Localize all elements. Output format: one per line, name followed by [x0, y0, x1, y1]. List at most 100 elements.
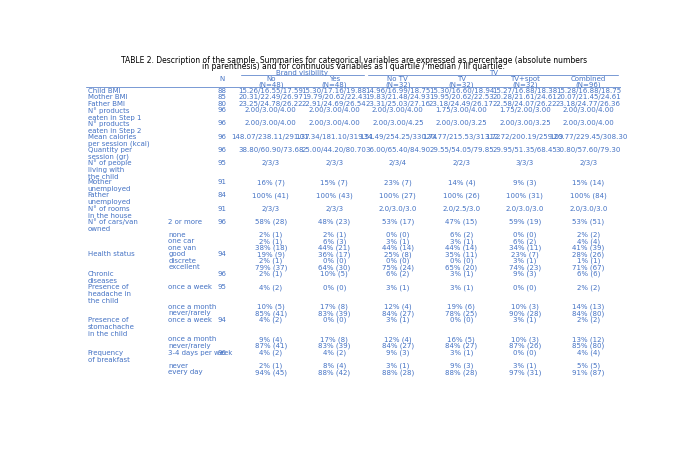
Text: 120.77/229.45/308.30: 120.77/229.45/308.30: [549, 133, 628, 139]
Text: 14% (13): 14% (13): [572, 304, 604, 310]
Text: N° of people
living with
the child: N° of people living with the child: [88, 160, 131, 181]
Text: 84% (80): 84% (80): [572, 310, 604, 317]
Text: Father
unemployed: Father unemployed: [88, 192, 131, 205]
Text: 2.00/3.00/3.25: 2.00/3.00/3.25: [435, 120, 487, 126]
Text: 79% (37): 79% (37): [255, 264, 287, 271]
Text: 2.0/2.5/3.0: 2.0/2.5/3.0: [442, 205, 480, 212]
Text: 29.55/54.05/79.85: 29.55/54.05/79.85: [429, 146, 493, 153]
Text: 1.75/3.00/4.00: 1.75/3.00/4.00: [435, 107, 487, 113]
Text: Chronic
diseases: Chronic diseases: [88, 271, 118, 284]
Text: 91: 91: [217, 179, 226, 185]
Text: 96: 96: [217, 146, 226, 153]
Text: 2/3/3: 2/3/3: [262, 160, 279, 166]
Text: one car: one car: [168, 238, 195, 244]
Text: 53% (51): 53% (51): [573, 219, 604, 225]
Text: never/rarely: never/rarely: [168, 343, 211, 349]
Text: 9% (3): 9% (3): [513, 271, 537, 278]
Text: excellent: excellent: [168, 264, 200, 271]
Text: 112.72/200.19/259.09: 112.72/200.19/259.09: [486, 133, 564, 139]
Text: 3% (1): 3% (1): [513, 258, 537, 264]
Text: Child BMI: Child BMI: [88, 88, 121, 94]
Text: 2/3/4: 2/3/4: [388, 160, 407, 166]
Text: 96: 96: [217, 107, 226, 113]
Text: 3% (1): 3% (1): [386, 238, 409, 245]
Text: 3-4 days per week: 3-4 days per week: [168, 350, 233, 356]
Text: N° of cars/van
owned: N° of cars/van owned: [88, 219, 138, 232]
Text: one van: one van: [168, 245, 197, 251]
Text: 64% (30): 64% (30): [318, 264, 351, 271]
Text: 97% (31): 97% (31): [509, 369, 541, 376]
Text: 3% (1): 3% (1): [513, 363, 537, 369]
Text: 38% (18): 38% (18): [255, 245, 287, 251]
Text: 3% (1): 3% (1): [386, 284, 409, 291]
Text: 100% (43): 100% (43): [316, 192, 353, 199]
Text: N° of rooms
in the house: N° of rooms in the house: [88, 205, 131, 219]
Text: Health status: Health status: [88, 251, 135, 257]
Text: (N=32): (N=32): [385, 81, 411, 88]
Text: Father BMI: Father BMI: [88, 101, 125, 107]
Text: 2.00/3.00/4.25: 2.00/3.00/4.25: [372, 120, 424, 126]
Text: 0% (0): 0% (0): [450, 258, 473, 264]
Text: 2% (2): 2% (2): [577, 232, 600, 238]
Text: 85% (80): 85% (80): [572, 343, 604, 350]
Text: 2/3/3: 2/3/3: [325, 160, 344, 166]
Text: 19.83/21.48/24.93: 19.83/21.48/24.93: [365, 94, 431, 100]
Text: Combined: Combined: [571, 76, 606, 82]
Text: 83% (39): 83% (39): [318, 343, 351, 350]
Text: 23.31/25.03/27.16: 23.31/25.03/27.16: [365, 101, 431, 107]
Text: 17% (8): 17% (8): [320, 304, 348, 310]
Text: 3% (1): 3% (1): [386, 317, 409, 323]
Text: 3% (1): 3% (1): [386, 363, 409, 369]
Text: 2% (2): 2% (2): [577, 284, 600, 291]
Text: 148.07/238.11/291.37: 148.07/238.11/291.37: [231, 133, 310, 139]
Text: 2/3/3: 2/3/3: [262, 205, 279, 212]
Text: 4% (2): 4% (2): [259, 284, 282, 291]
Text: in parenthesis) and for continuous variables as I quartile / median / III quarti: in parenthesis) and for continuous varia…: [202, 62, 505, 71]
Text: 74% (23): 74% (23): [509, 264, 541, 271]
Text: 9% (3): 9% (3): [450, 363, 473, 369]
Text: 12% (4): 12% (4): [384, 304, 412, 310]
Text: N° products
eaten in Step 1: N° products eaten in Step 1: [88, 107, 141, 121]
Text: 2.00/3.00/3.25: 2.00/3.00/3.25: [499, 120, 551, 126]
Text: 22.91/24.69/26.54: 22.91/24.69/26.54: [302, 101, 366, 107]
Text: 15.30/17.16/19.88: 15.30/17.16/19.88: [302, 88, 367, 94]
Text: 75% (24): 75% (24): [382, 264, 414, 271]
Text: 9% (4): 9% (4): [259, 336, 282, 343]
Text: 88% (28): 88% (28): [382, 369, 414, 376]
Text: 100% (27): 100% (27): [380, 192, 416, 199]
Text: 59% (19): 59% (19): [509, 219, 541, 225]
Text: Yes: Yes: [328, 76, 340, 82]
Text: 19.79/20.62/22.43: 19.79/20.62/22.43: [302, 94, 366, 100]
Text: 4% (4): 4% (4): [577, 238, 600, 245]
Text: 10% (5): 10% (5): [257, 304, 284, 310]
Text: 15.30/16.60/18.94: 15.30/16.60/18.94: [428, 88, 494, 94]
Text: 84% (27): 84% (27): [445, 343, 477, 350]
Text: 15% (14): 15% (14): [573, 179, 604, 186]
Text: 36.00/65.40/84.90: 36.00/65.40/84.90: [365, 146, 431, 153]
Text: 0% (0): 0% (0): [386, 232, 409, 238]
Text: 6% (6): 6% (6): [577, 271, 600, 278]
Text: 20.28/21.61/24.61: 20.28/21.61/24.61: [493, 94, 558, 100]
Text: 23.18/24.77/26.36: 23.18/24.77/26.36: [556, 101, 621, 107]
Text: Presence of
stomachache
in the child: Presence of stomachache in the child: [88, 317, 135, 337]
Text: 2% (1): 2% (1): [259, 271, 282, 278]
Text: 87% (26): 87% (26): [509, 343, 541, 350]
Text: 85: 85: [217, 94, 226, 100]
Text: 83% (39): 83% (39): [318, 310, 351, 317]
Text: 14% (4): 14% (4): [448, 179, 475, 186]
Text: Presence of
headache in
the child: Presence of headache in the child: [88, 284, 131, 304]
Text: once a week: once a week: [168, 317, 213, 323]
Text: No: No: [266, 76, 275, 82]
Text: 84% (27): 84% (27): [382, 343, 414, 350]
Text: good: good: [168, 251, 186, 257]
Text: 2.00/3.00/4.00: 2.00/3.00/4.00: [372, 107, 424, 113]
Text: 2% (1): 2% (1): [259, 232, 282, 238]
Text: 6% (2): 6% (2): [450, 232, 473, 238]
Text: 15.27/16.88/18.38: 15.27/16.88/18.38: [492, 88, 558, 94]
Text: 2% (2): 2% (2): [577, 317, 600, 323]
Text: 44% (14): 44% (14): [445, 245, 477, 251]
Text: 16% (7): 16% (7): [257, 179, 285, 186]
Text: 2/3/3: 2/3/3: [580, 160, 598, 166]
Text: 0% (0): 0% (0): [322, 284, 346, 291]
Text: 0% (0): 0% (0): [322, 258, 346, 264]
